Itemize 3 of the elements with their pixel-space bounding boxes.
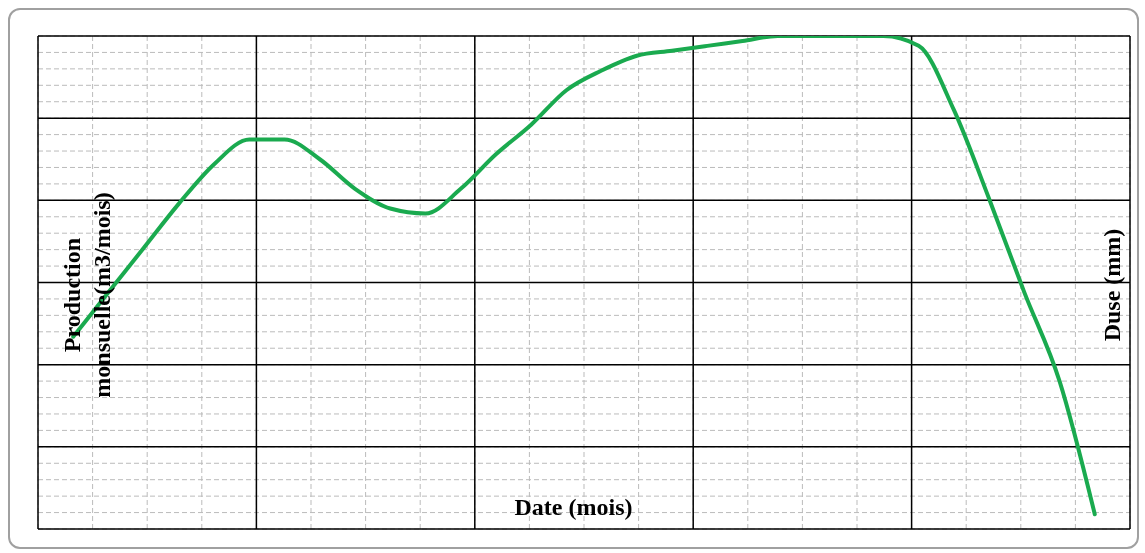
y-axis-title: Production monsuelle(m3/mois) bbox=[58, 191, 116, 400]
x-axis-title: Date (mois) bbox=[513, 494, 634, 521]
y2-axis-title: Duse (mm) bbox=[1098, 227, 1126, 344]
